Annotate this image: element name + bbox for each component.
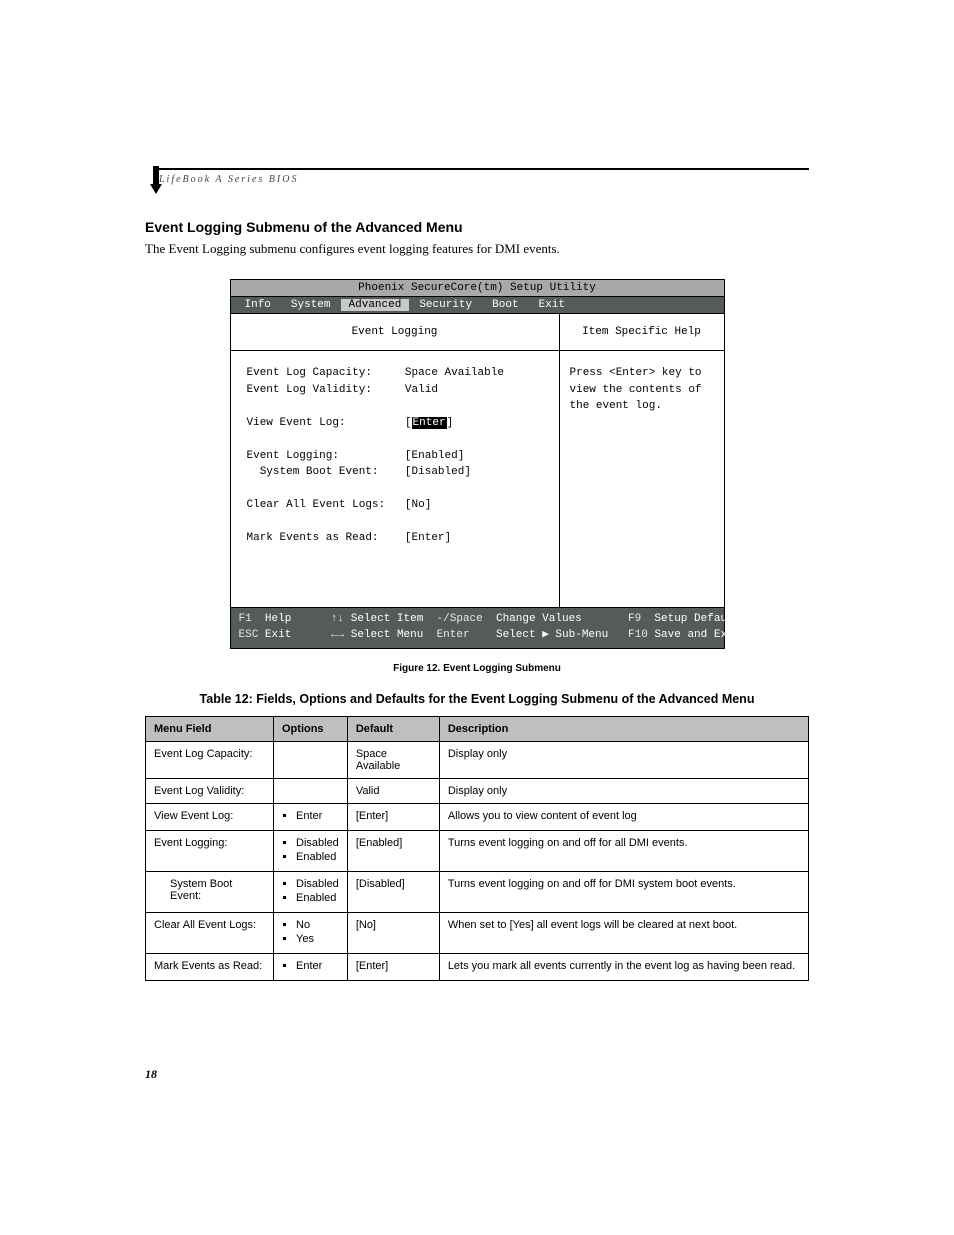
bios-panel-title: Event Logging: [231, 314, 559, 351]
bios-help-title: Item Specific Help: [560, 314, 724, 351]
options-table: Menu FieldOptionsDefaultDescription Even…: [145, 716, 809, 981]
bios-menu-item: Boot: [482, 299, 528, 311]
table-row: Event Log Validity: ValidDisplay only: [146, 778, 809, 803]
default-cell: [Enter]: [347, 803, 439, 830]
bios-menu-bar: InfoSystemAdvancedSecurityBootExit: [231, 297, 724, 314]
table-row: Clear All Event Logs: No Yes [No]When set t…: [146, 912, 809, 953]
option-item: No: [296, 919, 339, 931]
option-item: Disabled: [296, 878, 339, 890]
field-cell: View Event Log:: [146, 803, 274, 830]
default-cell: [Enter]: [347, 953, 439, 980]
options-cell: Enter: [274, 953, 348, 980]
description-cell: Lets you mark all events currently in th…: [439, 953, 808, 980]
options-cell: Disabled Enabled: [274, 871, 348, 912]
table-row: Event Logging: Disabled Enabled [Enabled]Tu…: [146, 830, 809, 871]
field-cell: Event Log Validity:: [146, 778, 274, 803]
options-cell: [274, 778, 348, 803]
option-item: Enter: [296, 810, 339, 822]
default-cell: [Enabled]: [347, 830, 439, 871]
table-title: Table 12: Fields, Options and Defaults f…: [145, 692, 809, 706]
product-line-label: LifeBook A Series BIOS: [159, 174, 809, 185]
bios-menu-item: Info: [235, 299, 281, 311]
description-cell: Turns event logging on and off for all D…: [439, 830, 808, 871]
option-item: Enabled: [296, 851, 339, 863]
table-header-row: Menu FieldOptionsDefaultDescription: [146, 716, 809, 741]
option-item: Disabled: [296, 837, 339, 849]
bios-menu-item: Exit: [529, 299, 575, 311]
options-cell: Enter: [274, 803, 348, 830]
bios-footer-keys: F1 Help ↑↓ Select Item -/Space Change Va…: [231, 608, 724, 648]
bios-fields: Event Log Capacity: Space Available Even…: [231, 351, 559, 607]
bios-menu-item: Advanced: [341, 299, 410, 311]
field-cell: Event Logging:: [146, 830, 274, 871]
table-row: Mark Events as Read: Enter [Enter]Lets you…: [146, 953, 809, 980]
table-row: View Event Log: Enter [Enter]Allows you to…: [146, 803, 809, 830]
default-cell: Valid: [347, 778, 439, 803]
field-cell: Event Log Capacity:: [146, 741, 274, 778]
header-arrow-icon: [149, 166, 163, 194]
section-title: Event Logging Submenu of the Advanced Me…: [145, 219, 809, 235]
table-header-cell: Options: [274, 716, 348, 741]
description-cell: Display only: [439, 778, 808, 803]
bios-utility-title: Phoenix SecureCore(tm) Setup Utility: [231, 280, 724, 297]
table-header-cell: Menu Field: [146, 716, 274, 741]
options-cell: No Yes: [274, 912, 348, 953]
figure-caption: Figure 12. Event Logging Submenu: [145, 663, 809, 674]
field-cell: Mark Events as Read:: [146, 953, 274, 980]
default-cell: [No]: [347, 912, 439, 953]
bios-screenshot: Phoenix SecureCore(tm) Setup Utility Inf…: [230, 279, 725, 649]
field-cell: Clear All Event Logs:: [146, 912, 274, 953]
section-intro: The Event Logging submenu configures eve…: [145, 241, 809, 257]
option-item: Enter: [296, 960, 339, 972]
option-item: Yes: [296, 933, 339, 945]
page-header: LifeBook A Series BIOS: [145, 168, 809, 185]
options-cell: Disabled Enabled: [274, 830, 348, 871]
bios-selected-value: Enter: [412, 417, 447, 429]
option-item: Enabled: [296, 892, 339, 904]
table-row: System Boot Event: Disabled Enabled [Disabl…: [146, 871, 809, 912]
field-cell: System Boot Event:: [146, 871, 274, 912]
bios-menu-item: Security: [409, 299, 482, 311]
description-cell: Allows you to view content of event log: [439, 803, 808, 830]
table-row: Event Log Capacity: Space AvailableDispla…: [146, 741, 809, 778]
table-header-cell: Description: [439, 716, 808, 741]
description-cell: Display only: [439, 741, 808, 778]
default-cell: Space Available: [347, 741, 439, 778]
description-cell: Turns event logging on and off for DMI s…: [439, 871, 808, 912]
default-cell: [Disabled]: [347, 871, 439, 912]
options-cell: [274, 741, 348, 778]
bios-menu-item: System: [281, 299, 341, 311]
page-number: 18: [145, 1067, 809, 1082]
bios-help-text: Press <Enter> key to view the contents o…: [560, 351, 724, 429]
description-cell: When set to [Yes] all event logs will be…: [439, 912, 808, 953]
table-header-cell: Default: [347, 716, 439, 741]
